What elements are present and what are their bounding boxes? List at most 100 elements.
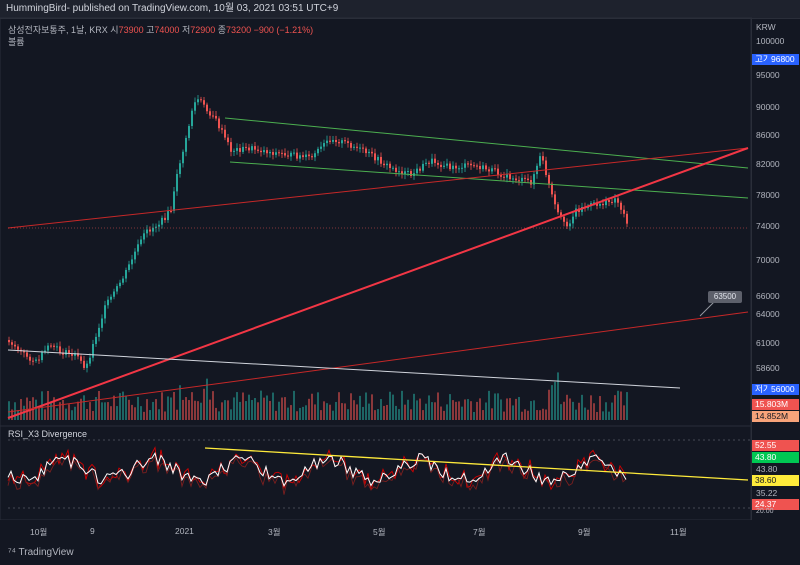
volume-bar [437, 392, 439, 420]
volume-bar [155, 399, 157, 420]
candle-body [98, 327, 100, 337]
rsi-axis[interactable]: 52.55 43.80 43.80 38.60 35.22 24.37 20.0… [752, 428, 800, 518]
candle-body [605, 200, 607, 206]
symbol-info[interactable]: 삼성전자보통주, 1날, KRX [8, 25, 108, 35]
time-label: 7월 [473, 527, 486, 537]
volume-bar [200, 402, 202, 420]
volume-bar [605, 402, 607, 420]
volume-bar [260, 390, 262, 420]
candle-body [269, 152, 271, 154]
rsi-value-3: 43.80 [756, 464, 778, 474]
volume-bar [179, 385, 181, 420]
volume-bar [113, 395, 115, 420]
volume-bar [323, 401, 325, 420]
volume-bar [80, 398, 82, 420]
price-tick: 100000 [756, 36, 785, 46]
price-axis[interactable]: KRW 100000 95000 90000 86000 82000 78000 74000… [752, 18, 800, 426]
candle-body [551, 183, 553, 195]
time-axis[interactable]: 10월 9 2021 3월 5월 7월 9월 11월 [0, 520, 752, 538]
volume-bar [269, 400, 271, 420]
volume-bar [524, 409, 526, 420]
candle-body [374, 153, 376, 161]
volume-bar [56, 408, 58, 420]
candle-body [524, 177, 526, 179]
rsi-title[interactable]: RSI_X3 Divergence [8, 429, 88, 439]
volume-bar [68, 404, 70, 420]
candle-body [608, 200, 610, 202]
candle-body [593, 202, 595, 204]
volume-bar [143, 411, 145, 420]
candle-body [317, 148, 319, 154]
candle-body [392, 167, 394, 169]
candle-body [104, 305, 106, 319]
candle-body [401, 171, 403, 175]
candle-body [569, 223, 571, 227]
candle-body [47, 345, 49, 351]
volume-bar [620, 391, 622, 420]
volume-bar [539, 410, 541, 420]
volume-bar [557, 372, 559, 420]
candle-body [479, 166, 481, 170]
rsi-value-6: 24.37 [752, 499, 799, 510]
price-callout[interactable]: 63500 [708, 291, 742, 303]
volume-bar [278, 401, 280, 420]
time-label: 3월 [268, 527, 281, 537]
tradingview-logo[interactable]: ⁷⁴ TradingView [8, 547, 74, 558]
volume-bar [623, 405, 625, 420]
volume-bar [281, 397, 283, 420]
candle-body [35, 359, 37, 361]
volume-bar [71, 410, 73, 420]
candle-body [26, 352, 28, 357]
volume-bar [479, 398, 481, 420]
volume-bar [272, 392, 274, 420]
volume-bar [107, 402, 109, 420]
candle-body [359, 147, 361, 149]
high-label: 고 [146, 25, 155, 35]
volume-label[interactable]: 볼륨 [8, 37, 25, 47]
volume-bar [119, 393, 121, 420]
candle-body [122, 278, 124, 283]
volume-bar [173, 391, 175, 420]
volume-bar [20, 399, 22, 420]
candle-body [215, 115, 217, 119]
low-price-value: 56000 [768, 384, 799, 395]
time-label: 5월 [373, 527, 386, 537]
volume-bar [407, 399, 409, 420]
volume-bar [254, 398, 256, 420]
support-trendline [7, 147, 749, 419]
high-price-value: 96800 [768, 54, 799, 65]
volume-bar [299, 407, 301, 420]
candle-body [17, 346, 19, 350]
candle-body [50, 345, 52, 347]
close-value: 73200 [226, 25, 252, 35]
candle-body [188, 126, 190, 138]
volume-bar [587, 409, 589, 420]
candle-body [350, 142, 352, 148]
price-chart[interactable] [0, 0, 752, 520]
candle-body [542, 156, 544, 161]
channel-lower-line [229, 161, 749, 199]
volume-bar [95, 397, 97, 420]
volume-bar [191, 392, 193, 420]
candle-body [515, 178, 517, 181]
volume-bar [527, 410, 529, 420]
candle-body [539, 156, 541, 166]
time-label: 10월 [30, 527, 48, 537]
price-tick: 70000 [756, 255, 780, 265]
volume-bar [185, 397, 187, 420]
candle-body [125, 269, 127, 279]
volume-bar [554, 381, 556, 420]
volume-bar [182, 399, 184, 420]
volume-bar [560, 404, 562, 420]
candle-body [452, 165, 454, 170]
candle-body [128, 264, 130, 270]
volume-bar [101, 402, 103, 420]
candle-body [164, 217, 166, 221]
volume-bar [350, 393, 352, 420]
candle-body [170, 210, 172, 212]
candle-body [338, 142, 340, 144]
candle-body [194, 102, 196, 111]
candle-body [602, 203, 604, 206]
volume-bar [455, 401, 457, 420]
candle-body [38, 359, 40, 361]
